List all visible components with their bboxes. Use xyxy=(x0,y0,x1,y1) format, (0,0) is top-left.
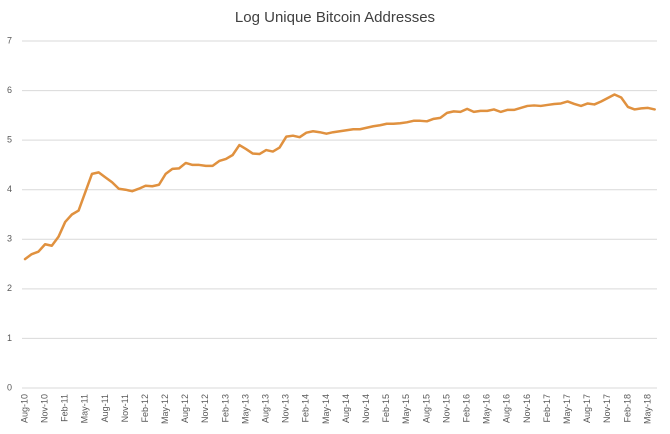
x-tick-label: Feb-18 xyxy=(622,394,632,423)
x-tick-label: Nov-11 xyxy=(120,394,130,422)
x-tick-label: May-16 xyxy=(482,394,492,424)
x-tick-label: May-18 xyxy=(642,394,652,424)
x-tick-label: Feb-17 xyxy=(542,394,552,423)
x-tick-label: Aug-13 xyxy=(261,394,271,423)
x-tick-label: Feb-15 xyxy=(381,394,391,423)
y-tick-label: 4 xyxy=(7,184,12,194)
x-tick-label: May-11 xyxy=(80,394,90,423)
x-tick-label: May-17 xyxy=(562,394,572,424)
y-tick-label: 1 xyxy=(7,333,12,343)
x-tick-label: Aug-10 xyxy=(19,394,29,423)
data-line xyxy=(23,93,656,261)
x-tick-label: May-14 xyxy=(321,394,331,424)
x-tick-label: Feb-11 xyxy=(60,394,70,422)
x-tick-label: Aug-17 xyxy=(582,394,592,423)
x-tick-label: Feb-14 xyxy=(301,394,311,423)
x-tick-label: Aug-11 xyxy=(100,394,110,422)
x-tick-label: Feb-13 xyxy=(220,394,230,423)
x-tick-label: May-12 xyxy=(160,394,170,424)
x-tick-label: May-15 xyxy=(401,394,411,424)
x-tick-label: Nov-14 xyxy=(361,394,371,423)
y-tick-label: 2 xyxy=(7,283,12,293)
x-tick-label: Nov-15 xyxy=(441,394,451,423)
x-tick-label: Aug-14 xyxy=(341,394,351,423)
x-tick-label: Feb-12 xyxy=(140,394,150,423)
x-tick-label: Nov-13 xyxy=(281,394,291,423)
y-tick-label: 3 xyxy=(7,234,12,244)
y-tick-label: 5 xyxy=(7,135,12,145)
x-tick-label: Nov-16 xyxy=(522,394,532,423)
x-tick-label: Aug-16 xyxy=(502,394,512,423)
x-tick-label: Feb-16 xyxy=(462,394,472,423)
y-tick-label: 6 xyxy=(7,85,12,95)
y-tick-label: 7 xyxy=(7,35,12,45)
x-tick-label: Nov-17 xyxy=(602,394,612,423)
chart-title: Log Unique Bitcoin Addresses xyxy=(235,9,435,26)
x-tick-label: May-13 xyxy=(240,394,250,424)
x-tick-label: Aug-15 xyxy=(421,394,431,423)
x-tick-label: Aug-12 xyxy=(180,394,190,423)
x-tick-label: Nov-12 xyxy=(200,394,210,423)
x-tick-label: Nov-10 xyxy=(39,394,49,423)
y-tick-label: 0 xyxy=(7,382,12,392)
